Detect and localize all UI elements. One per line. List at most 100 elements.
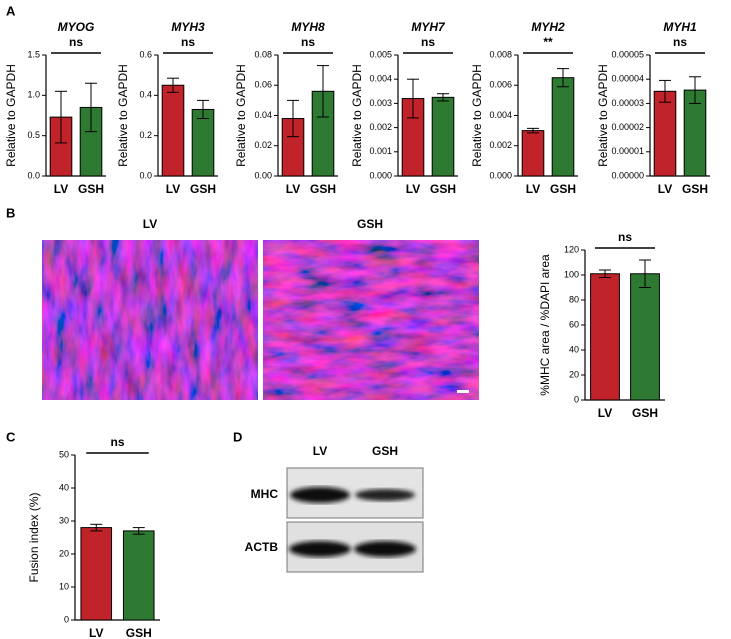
micrograph	[42, 240, 258, 400]
y-tick-label: 0.4	[139, 90, 152, 100]
panel-label: B	[6, 205, 15, 220]
y-axis-label: %MHC area / %DAPI area	[538, 254, 552, 396]
x-tick-label: LV	[89, 626, 103, 639]
y-tick-label: 0.008	[489, 49, 512, 59]
significance: ns	[673, 35, 687, 49]
y-tick-label: 20	[569, 369, 579, 379]
blot-band	[289, 541, 351, 557]
blot-column: LV	[313, 444, 327, 458]
chart-title: MYH3	[171, 20, 205, 34]
x-tick-label: LV	[526, 182, 540, 196]
chart-title: MYH7	[411, 20, 446, 34]
y-tick-label: 0.00001	[611, 146, 644, 156]
y-axis-label: Relative to GAPDH	[350, 64, 364, 167]
significance: **	[543, 35, 553, 49]
bar	[122, 530, 155, 621]
image-label: LV	[143, 217, 157, 231]
bar	[653, 90, 677, 177]
y-tick-label: 120	[564, 244, 579, 254]
y-tick-label: 0.00000	[611, 170, 644, 180]
y-tick-label: 0.00005	[611, 49, 644, 59]
bar	[431, 96, 455, 177]
y-tick-label: 0	[574, 394, 579, 404]
y-tick-label: 100	[564, 269, 579, 279]
y-tick-label: 1.5	[27, 49, 40, 59]
y-tick-label: 40	[569, 344, 579, 354]
y-tick-label: 1.0	[27, 90, 40, 100]
y-tick-label: 60	[569, 319, 579, 329]
x-tick-label: LV	[598, 406, 612, 420]
blot-row: ACTB	[245, 540, 279, 554]
y-tick-label: 0.003	[369, 98, 392, 108]
significance: ns	[69, 35, 83, 49]
x-tick-label: GSH	[78, 182, 104, 196]
y-tick-label: 0.0	[139, 170, 152, 180]
y-tick-label: 40	[59, 482, 69, 492]
y-tick-label: 0.0	[27, 170, 40, 180]
significance: ns	[181, 35, 195, 49]
chart-title: MYH2	[531, 20, 565, 34]
x-tick-label: GSH	[682, 182, 708, 196]
y-axis-label: Relative to GAPDH	[116, 64, 130, 167]
x-tick-label: LV	[406, 182, 420, 196]
y-tick-label: 10	[59, 581, 69, 591]
y-tick-label: 0.006	[489, 80, 512, 90]
y-tick-label: 0.004	[489, 110, 512, 120]
x-tick-label: GSH	[190, 182, 216, 196]
panel-label: A	[6, 3, 16, 18]
y-tick-label: 0.6	[139, 49, 152, 59]
chart-title: MYH1	[663, 20, 697, 34]
y-tick-label: 0.000	[369, 170, 392, 180]
y-tick-label: 0.00002	[611, 122, 644, 132]
y-axis-label: Relative to GAPDH	[596, 64, 610, 167]
significance: ns	[301, 35, 315, 49]
chart-title: MYOG	[58, 20, 95, 34]
panel-label: D	[233, 429, 242, 444]
y-tick-label: 80	[569, 294, 579, 304]
y-tick-label: 50	[59, 449, 69, 459]
y-tick-label: 0.02	[254, 140, 272, 150]
y-tick-label: 0.001	[369, 146, 392, 156]
y-tick-label: 0.00	[254, 170, 272, 180]
significance: ns	[421, 35, 435, 49]
y-tick-label: 0.06	[254, 80, 272, 90]
bar	[161, 84, 185, 177]
chart-title: MYH8	[291, 20, 325, 34]
scale-bar	[457, 390, 469, 393]
blot-band	[355, 489, 415, 501]
y-axis-label: Relative to GAPDH	[234, 64, 248, 167]
bar	[551, 77, 575, 177]
y-tick-label: 30	[59, 515, 69, 525]
y-axis-label: Fusion index (%)	[27, 492, 41, 582]
y-tick-label: 20	[59, 548, 69, 558]
x-tick-label: GSH	[126, 626, 152, 639]
y-tick-label: 0.005	[369, 49, 392, 59]
y-axis-label: Relative to GAPDH	[470, 64, 484, 167]
y-tick-label: 0.04	[254, 110, 272, 120]
significance: ns	[618, 230, 632, 244]
x-tick-label: LV	[658, 182, 672, 196]
x-tick-label: LV	[166, 182, 180, 196]
micrograph	[263, 240, 479, 400]
blot-column: GSH	[372, 444, 398, 458]
bar	[590, 273, 620, 401]
bar	[80, 527, 113, 621]
y-tick-label: 0.2	[139, 130, 152, 140]
y-tick-label: 0.00004	[611, 74, 644, 84]
x-tick-label: GSH	[550, 182, 576, 196]
blot-row: MHC	[251, 487, 279, 501]
image-label: GSH	[357, 217, 383, 231]
y-tick-label: 0.5	[27, 130, 40, 140]
significance: ns	[110, 435, 124, 449]
bar	[191, 108, 215, 177]
x-tick-label: GSH	[310, 182, 336, 196]
x-tick-label: GSH	[632, 406, 658, 420]
y-tick-label: 0.08	[254, 49, 272, 59]
y-tick-label: 0.00003	[611, 98, 644, 108]
bar	[630, 273, 660, 401]
bar	[521, 130, 545, 177]
y-tick-label: 0	[64, 614, 69, 624]
y-tick-label: 0.000	[489, 170, 512, 180]
y-tick-label: 0.002	[369, 122, 392, 132]
